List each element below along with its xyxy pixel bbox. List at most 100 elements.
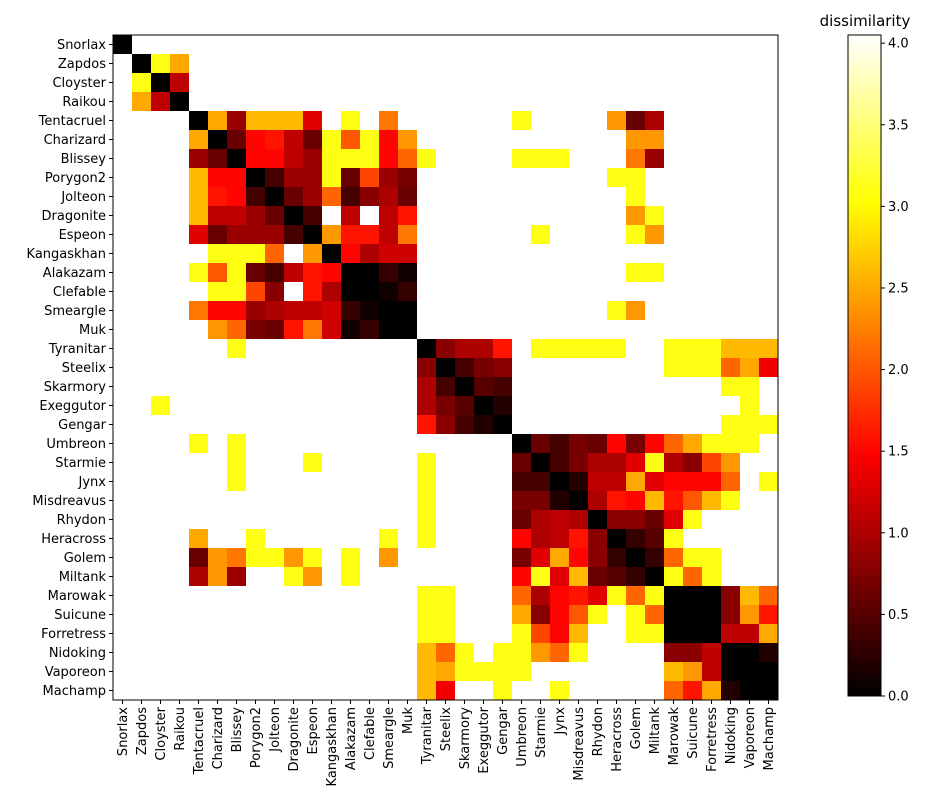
heatmap-cell xyxy=(493,681,512,700)
colorbar-ticks: 0.0 0.5 1.0 1.5 2.0 2.5 3.0 3.5 4.0 xyxy=(881,37,909,705)
heatmap-cell xyxy=(208,282,227,301)
heatmap-cell xyxy=(645,586,664,605)
heatmap-cell xyxy=(512,434,531,453)
heatmap-cell xyxy=(265,149,284,168)
heatmap-cell xyxy=(284,567,303,586)
heatmap-cell xyxy=(379,301,398,320)
heatmap-cell xyxy=(664,586,683,605)
heatmap-cell xyxy=(398,320,417,339)
heatmap-cell xyxy=(531,472,550,491)
x-tick-label: Machamp xyxy=(762,707,777,770)
heatmap-cell xyxy=(360,130,379,149)
heatmap-cell xyxy=(550,586,569,605)
x-tick-label: Nidoking xyxy=(724,707,739,764)
heatmap-cell xyxy=(721,415,740,434)
heatmap-cell xyxy=(436,377,455,396)
colorbar-tick-label: 2.0 xyxy=(888,363,909,378)
heatmap-cell xyxy=(360,244,379,263)
heatmap-cell xyxy=(303,206,322,225)
heatmap-cell xyxy=(189,263,208,282)
heatmap-cell xyxy=(740,358,759,377)
heatmap-cell xyxy=(626,548,645,567)
y-tick-label: Misdreavus xyxy=(32,494,106,509)
heatmap-cell xyxy=(398,187,417,206)
x-tick-label: Muk xyxy=(401,707,416,734)
heatmap-cell xyxy=(683,586,702,605)
heatmap-cell xyxy=(379,206,398,225)
heatmap-cell xyxy=(246,187,265,206)
heatmap-cell xyxy=(322,187,341,206)
heatmap-cell xyxy=(493,662,512,681)
heatmap-cell xyxy=(569,548,588,567)
heatmap-cell xyxy=(417,149,436,168)
heatmap-cell xyxy=(607,586,626,605)
heatmap-cell xyxy=(246,168,265,187)
heatmap-cell xyxy=(436,643,455,662)
heatmap-cell xyxy=(664,491,683,510)
heatmap-cell xyxy=(740,377,759,396)
x-tick-label: Miltank xyxy=(648,707,663,755)
y-tick-label: Alakazam xyxy=(43,266,106,281)
heatmap-cell xyxy=(702,643,721,662)
heatmap-cell xyxy=(170,54,189,73)
x-tick-label: Golem xyxy=(629,707,644,749)
heatmap-cell xyxy=(360,149,379,168)
y-tick-label: Raikou xyxy=(62,95,106,110)
heatmap-cell xyxy=(265,111,284,130)
heatmap-cell xyxy=(436,662,455,681)
x-tick-label: Espeon xyxy=(306,707,321,754)
heatmap-cell xyxy=(588,339,607,358)
heatmap-cell xyxy=(550,567,569,586)
heatmap-cell xyxy=(455,415,474,434)
heatmap-cell xyxy=(246,263,265,282)
heatmap-cell xyxy=(683,681,702,700)
heatmap-cell xyxy=(588,434,607,453)
heatmap-cell xyxy=(531,586,550,605)
x-tick-label: Umbreon xyxy=(515,707,530,767)
heatmap-cell xyxy=(683,339,702,358)
heatmap-cell xyxy=(607,529,626,548)
heatmap-cell xyxy=(303,282,322,301)
heatmap-cell xyxy=(341,206,360,225)
heatmap-cell xyxy=(569,529,588,548)
colorbar-tick-label: 1.0 xyxy=(888,526,909,541)
heatmap-cell xyxy=(645,149,664,168)
heatmap-cell xyxy=(208,225,227,244)
heatmap-cell xyxy=(721,681,740,700)
x-tick-label: Marowak xyxy=(667,707,682,766)
y-tick-label: Clefable xyxy=(53,285,106,300)
y-tick-label: Kangaskhan xyxy=(27,247,106,262)
heatmap-cell xyxy=(227,149,246,168)
heatmap-cell xyxy=(550,472,569,491)
heatmap-cell xyxy=(189,149,208,168)
heatmap-cell xyxy=(170,92,189,111)
heatmap-cell xyxy=(436,396,455,415)
heatmap-cell xyxy=(208,206,227,225)
heatmap-cell xyxy=(531,567,550,586)
heatmap-cell xyxy=(455,396,474,415)
y-tick-label: Heracross xyxy=(41,532,106,547)
heatmap-cell xyxy=(246,529,265,548)
heatmap-cell xyxy=(189,434,208,453)
heatmap-cell xyxy=(227,472,246,491)
heatmap-cell xyxy=(645,225,664,244)
heatmap-cell xyxy=(569,491,588,510)
heatmap-cell xyxy=(246,206,265,225)
heatmap-cell xyxy=(531,453,550,472)
heatmap-cell xyxy=(341,187,360,206)
heatmap-cell xyxy=(626,586,645,605)
heatmap-cell xyxy=(645,263,664,282)
heatmap-cell xyxy=(284,111,303,130)
heatmap-cell xyxy=(265,187,284,206)
x-tick-label: Charizard xyxy=(211,707,226,769)
x-tick-label: Alakazam xyxy=(344,707,359,770)
x-tick-label: Gengar xyxy=(496,706,511,755)
x-tick-label: Skarmory xyxy=(458,707,473,770)
heatmap-cell xyxy=(436,681,455,700)
heatmap-cell xyxy=(246,149,265,168)
y-tick-label: Miltank xyxy=(59,570,107,585)
heatmap-cell xyxy=(436,624,455,643)
heatmap-cell xyxy=(227,244,246,263)
heatmap-cell xyxy=(417,377,436,396)
